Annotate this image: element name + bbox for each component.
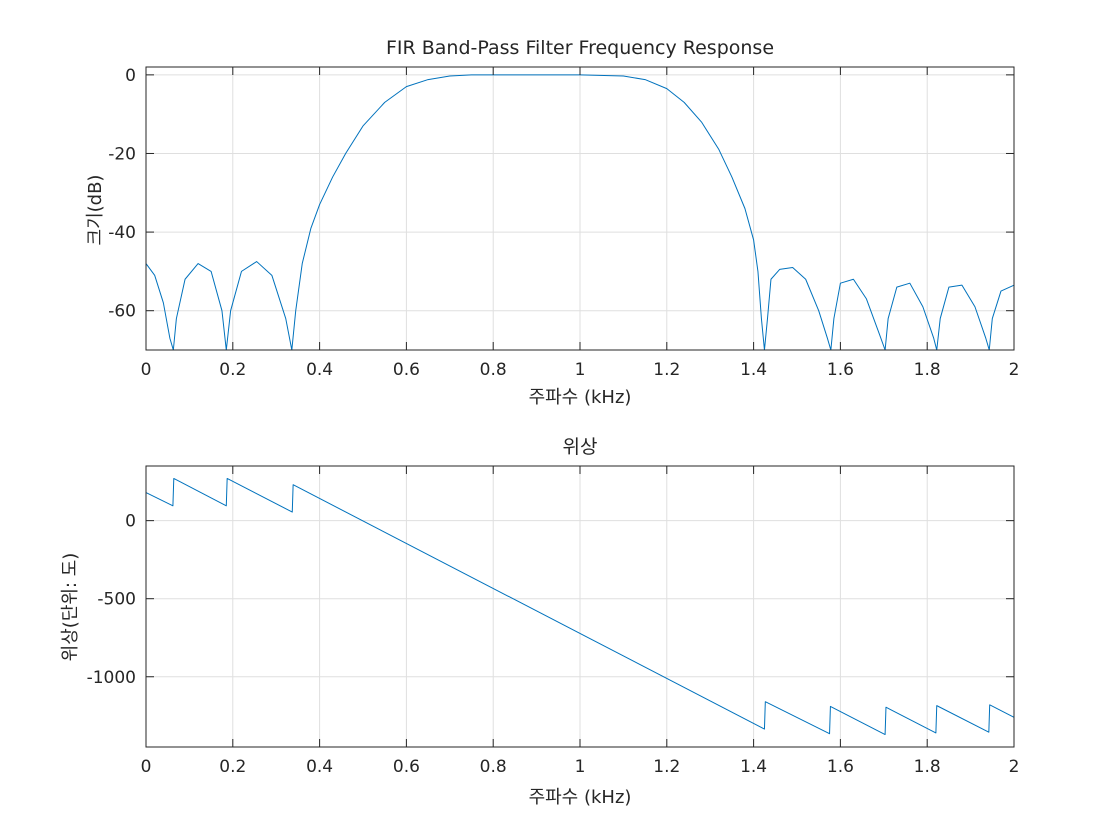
- magnitude-x-tick-label: 1.6: [827, 360, 854, 380]
- magnitude-x-tick-label: 2: [1009, 360, 1020, 380]
- phase-y-tick-label: -500: [97, 590, 136, 610]
- magnitude-y-tick-label: -20: [108, 144, 136, 164]
- phase-plot-ylabel: 위상(단위: 도): [60, 553, 81, 662]
- magnitude-x-tick-label: 0.6: [393, 360, 420, 380]
- phase-series-line: [145, 477, 1015, 736]
- magnitude-plot: FIR Band-Pass Filter Frequency Response …: [85, 37, 1019, 408]
- phase-x-tick-label: 1: [575, 757, 586, 777]
- phase-x-tick-label: 0.2: [219, 757, 246, 777]
- magnitude-x-tick-label: 1: [575, 360, 586, 380]
- magnitude-plot-xlabel: 주파수 (kHz): [529, 387, 632, 408]
- phase-y-tick-label: -1000: [87, 668, 136, 688]
- phase-x-tick-label: 0.8: [480, 757, 507, 777]
- magnitude-y-tick-label: 0: [125, 66, 136, 86]
- magnitude-x-tick-label: 1.2: [653, 360, 680, 380]
- phase-x-tick-label: 0: [141, 757, 152, 777]
- phase-x-tick-label: 1.2: [653, 757, 680, 777]
- magnitude-x-tick-label: 0: [141, 360, 152, 380]
- phase-x-tick-label: 1.6: [827, 757, 854, 777]
- magnitude-y-tick-label: -40: [108, 223, 136, 243]
- magnitude-x-tick-label: 0.8: [480, 360, 507, 380]
- magnitude-y-tick-label: -60: [108, 302, 136, 322]
- phase-x-tick-label: 0.4: [306, 757, 333, 777]
- magnitude-x-tick-label: 1.8: [914, 360, 941, 380]
- magnitude-x-tick-label: 0.4: [306, 360, 333, 380]
- phase-x-tick-label: 0.6: [393, 757, 420, 777]
- magnitude-x-tick-label: 1.4: [740, 360, 767, 380]
- phase-x-tick-label: 2: [1009, 757, 1020, 777]
- phase-plot-title: 위상: [563, 436, 598, 458]
- phase-y-tick-label: 0: [125, 512, 136, 532]
- phase-x-tick-label: 1.4: [740, 757, 767, 777]
- magnitude-x-tick-label: 0.2: [219, 360, 246, 380]
- magnitude-plot-title: FIR Band-Pass Filter Frequency Response: [386, 37, 774, 59]
- phase-plot-xlabel: 주파수 (kHz): [529, 787, 632, 808]
- magnitude-plot-ylabel: 크기(dB): [85, 175, 106, 246]
- magnitude-series-line: [145, 74, 1015, 351]
- phase-x-tick-label: 1.8: [914, 757, 941, 777]
- phase-plot: 위상 주파수 (kHz) 위상(단위: 도) 0 0.2 0.4 0.6 0.8 1 1.2…: [60, 436, 1019, 808]
